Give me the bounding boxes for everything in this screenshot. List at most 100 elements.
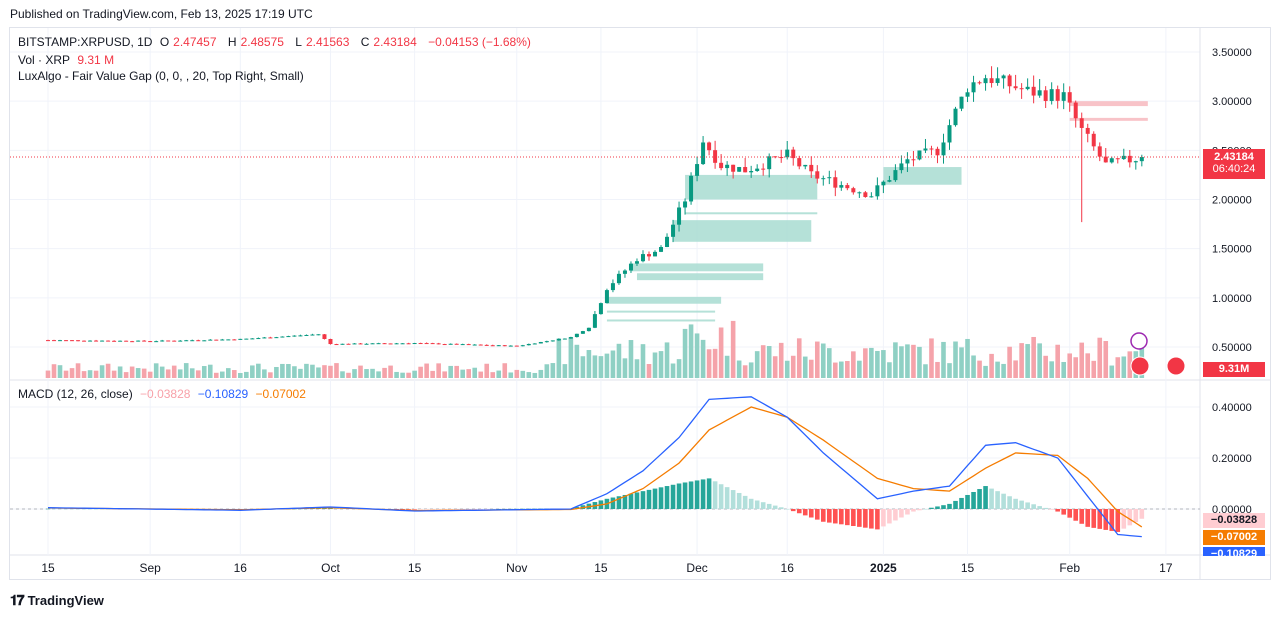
candle-body xyxy=(178,340,183,342)
candle-body xyxy=(1049,89,1054,101)
volume-bar xyxy=(310,364,315,378)
volume-bar xyxy=(1127,351,1133,378)
volume-legend[interactable]: Vol · XRP 9.31 M xyxy=(18,53,118,67)
macd-histogram-bar xyxy=(430,509,435,510)
volume-bar xyxy=(778,342,784,378)
volume-bar xyxy=(863,348,868,378)
candle-body xyxy=(550,340,555,342)
volume-bar xyxy=(911,344,916,378)
candle-body xyxy=(634,261,639,264)
volume-bar xyxy=(195,370,201,378)
macd-histogram-bar xyxy=(839,509,844,525)
volume-label: Vol · XRP xyxy=(18,53,71,67)
candle-body xyxy=(869,196,874,198)
volume-bar xyxy=(784,360,790,378)
macd-histogram-bar xyxy=(778,507,784,509)
candle-body xyxy=(953,108,958,126)
macd-histogram-bar xyxy=(911,509,916,512)
macd-histogram-bar xyxy=(334,508,339,509)
macd-histogram-bar xyxy=(1109,509,1115,531)
candle-body xyxy=(112,340,117,342)
bearish-fvg-zone xyxy=(1069,117,1148,121)
bullish-fvg-zone xyxy=(636,273,764,281)
candle-body xyxy=(803,164,808,167)
candle-body xyxy=(628,263,633,271)
macd-histogram-bar xyxy=(802,509,808,516)
macd-line-tag: −0.10829 xyxy=(1203,547,1265,556)
chart-frame[interactable] xyxy=(9,27,1271,580)
candle-body xyxy=(406,343,411,345)
candle-body xyxy=(640,254,645,262)
candle-body xyxy=(659,247,664,252)
volume-bar xyxy=(238,372,243,378)
volume-bar xyxy=(1091,360,1097,378)
candle-body xyxy=(316,334,321,336)
volume-bar xyxy=(580,356,586,378)
candle-body xyxy=(857,192,862,194)
volume-bar xyxy=(616,343,622,378)
time-tick-label: Nov xyxy=(506,561,527,575)
time-tick-label: Feb xyxy=(1059,561,1080,575)
macd-legend[interactable]: MACD (12, 26, close) −0.03828 −0.10829 −… xyxy=(18,387,310,401)
macd-histogram-bar xyxy=(1019,500,1024,509)
volume-bar xyxy=(845,361,850,378)
candle-body xyxy=(665,236,670,248)
tradingview-logo-icon: 𝟏𝟕 xyxy=(10,592,25,608)
macd-histogram-bar xyxy=(712,481,718,509)
macd-histogram-bar xyxy=(640,491,646,509)
volume-tag: 9.31M xyxy=(1203,362,1265,377)
macd-histogram-bar xyxy=(772,505,778,509)
volume-bar xyxy=(688,324,694,378)
fvg-legend[interactable]: LuxAlgo - Fair Value Gap (0, 0, , 20, To… xyxy=(18,69,308,83)
candle-body xyxy=(731,164,736,172)
candle-body xyxy=(671,224,676,237)
candle-body xyxy=(400,343,405,345)
candle-body xyxy=(785,149,790,158)
candle-body xyxy=(136,340,141,342)
candle-body xyxy=(250,338,255,340)
macd-histogram-bar xyxy=(472,509,478,510)
volume-bar xyxy=(953,341,958,378)
volume-bar xyxy=(105,363,111,378)
time-tick-label: 15 xyxy=(41,561,55,575)
macd-histogram-bar xyxy=(1067,509,1072,518)
volume-bar xyxy=(875,350,880,378)
macd-histogram-bar xyxy=(1091,509,1097,528)
candle-body xyxy=(310,334,315,336)
ai-event-icon xyxy=(1130,332,1148,350)
volume-bar xyxy=(598,356,604,378)
candle-body xyxy=(887,180,892,182)
candle-body xyxy=(82,340,87,342)
time-tick-label: 16 xyxy=(781,561,795,575)
candle-body xyxy=(683,201,688,208)
volume-bar xyxy=(532,372,538,378)
change-value: −0.04153 (−1.68%) xyxy=(428,35,531,49)
candle-body xyxy=(454,343,459,345)
macd-histogram-bar xyxy=(917,509,922,511)
open-label: O xyxy=(159,35,170,49)
volume-bar xyxy=(111,370,117,378)
candle-body xyxy=(977,82,982,84)
macd-histogram-bar xyxy=(790,509,796,512)
volume-bar xyxy=(1037,343,1042,378)
volume-bar xyxy=(1007,346,1012,378)
candle-body xyxy=(358,343,363,345)
symbol-label[interactable]: BITSTAMP:XRPUSD, 1D xyxy=(18,35,153,49)
macd-histogram-bar xyxy=(676,483,682,509)
volume-bar xyxy=(364,369,369,378)
macd-histogram-bar xyxy=(81,508,87,510)
volume-bar xyxy=(496,370,502,378)
volume-bar xyxy=(820,343,826,378)
candle-body xyxy=(388,343,393,345)
candle-body xyxy=(478,344,483,346)
macd-histogram-bar xyxy=(478,509,484,510)
volume-bar xyxy=(334,363,339,378)
volume-bar xyxy=(658,351,664,378)
tradingview-footer[interactable]: 𝟏𝟕 TradingView xyxy=(10,592,104,609)
candle-body xyxy=(160,340,165,342)
macd-histogram-bar xyxy=(63,508,69,510)
candle-body xyxy=(574,333,579,338)
volume-bar xyxy=(808,359,814,378)
macd-histogram-bar xyxy=(328,508,333,509)
